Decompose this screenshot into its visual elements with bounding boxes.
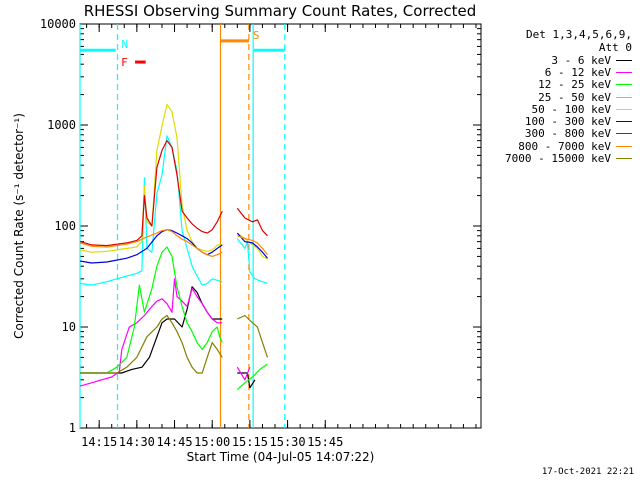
legend-entry: 3 - 6 keV [484,53,636,67]
legend-header-line2: Att 0 [598,41,632,54]
series-line-1-seg-1 [80,286,223,374]
legend-entry-label: 7000 - 15000 keV [505,152,611,166]
annotation-s-label: S [253,29,260,42]
legend-entry-label: 12 - 25 keV [538,78,611,92]
y-tick-label: 10 [62,320,76,334]
legend-swatch [616,71,632,73]
series-line-3-seg-2 [236,363,268,391]
series-line-7-seg-2 [236,207,268,237]
date-stamp: 17-Oct-2021 22:21 [541,467,634,477]
y-tick-label: 10000 [40,17,76,31]
x-tick-label: 15:15 [232,435,268,449]
x-tick-label: 14:45 [156,435,192,449]
legend-swatch [616,108,632,110]
legend-entry: 25 - 50 keV [484,90,636,104]
series-line-8-seg-2 [237,235,268,256]
x-tick-label: 14:15 [81,435,117,449]
x-tick-label: 15:30 [270,435,306,449]
x-tick-label: 15:00 [194,435,230,449]
x-axis-label: Start Time (04-Jul-05 14:07:22) [187,450,375,464]
legend-entry-label: 50 - 100 keV [531,102,611,116]
annotation-f-label: F [121,56,128,69]
legend-entry: 800 - 7000 keV [484,139,636,153]
series-line-9-seg-2 [237,314,269,358]
legend-entry-label: 300 - 800 keV [524,127,611,141]
series-line-4-seg-1 [80,135,223,286]
series-line-4-seg-2 [236,238,268,284]
legend-rows: 3 - 6 keV 6 - 12 keV 12 - 25 keV 25 - 50 ke… [484,54,636,165]
legend-entry-label: 3 - 6 keV [551,53,611,67]
legend-header-line1: Det 1,3,4,5,6,9, [526,28,632,41]
series-line-7-seg-1 [79,140,223,247]
series-line-8-seg-1 [79,229,223,257]
series-line-2-seg-2 [236,366,251,381]
series-line-6-seg-2 [236,232,268,259]
legend-entry: 12 - 25 keV [484,78,636,92]
legend-entry: 7000 - 15000 keV [484,152,636,166]
legend-entry: 300 - 800 keV [484,127,636,141]
y-tick-label: 1000 [47,118,76,132]
y-axis-label: Corrected Count Rate (s⁻¹ detector⁻¹) [12,113,26,339]
x-tick-label: 15:45 [307,435,343,449]
legend-entry-label: 800 - 7000 keV [518,139,611,153]
legend-entry-label: 6 - 12 keV [544,65,611,79]
y-tick-label: 1 [69,421,76,435]
legend-swatch [616,121,632,123]
x-tick-label: 14:30 [119,435,155,449]
legend-entry-label: 100 - 300 keV [524,115,611,129]
legend-entry: 100 - 300 keV [484,115,636,129]
legend-swatch [616,84,632,86]
series-line-5-seg-1 [79,103,223,253]
legend-swatch [616,158,632,160]
legend-swatch [616,133,632,135]
legend-entry: 50 - 100 keV [484,102,636,116]
legend-swatch [616,96,632,98]
legend-entry: 6 - 12 keV [484,65,636,79]
annotation-n-label: N [122,38,129,51]
legend-swatch [616,145,632,147]
y-tick-label: 100 [54,219,76,233]
legend: Det 1,3,4,5,6,9, Att 0 3 - 6 keV 6 - 12 k… [484,28,636,165]
series-line-9-seg-1 [80,314,223,374]
chart-title: RHESSI Observing Summary Count Rates, Co… [83,2,477,20]
series-line-3-seg-1 [80,246,223,374]
legend-swatch [616,59,632,61]
legend-entry-label: 25 - 50 keV [538,90,611,104]
